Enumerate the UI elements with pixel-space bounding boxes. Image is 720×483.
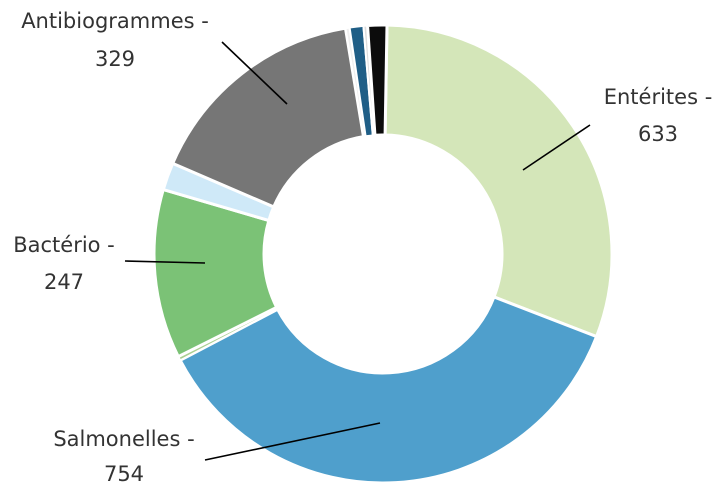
slice-labels: Entérites - 633 Salmonelles - 754 Bactério -… bbox=[13, 9, 712, 483]
leader-line-bact-rio bbox=[124, 260, 206, 264]
label-salmonelles: Salmonelles - bbox=[53, 427, 194, 451]
donut-slices bbox=[152, 23, 614, 483]
slice-unlabeled-9 bbox=[365, 23, 389, 137]
value-label-salmonelles: 754 bbox=[104, 462, 144, 483]
leader-line-antibiogrammes bbox=[221, 41, 288, 105]
value-label-ent-rites: 633 bbox=[638, 122, 678, 146]
leader-line-salmonelles bbox=[204, 422, 381, 461]
label-ent-rites: Entérites - bbox=[604, 85, 713, 109]
label-antibiogrammes: Antibiogrammes - bbox=[21, 9, 209, 33]
slice-ent-rites bbox=[383, 23, 614, 339]
leader-line-ent-rites bbox=[522, 124, 591, 171]
value-label-antibiogrammes: 329 bbox=[95, 47, 135, 71]
slice-salmonelles bbox=[178, 294, 599, 483]
value-label-bact-rio: 247 bbox=[44, 270, 84, 294]
label-bact-rio: Bactério - bbox=[13, 233, 115, 257]
leader-lines bbox=[124, 41, 591, 461]
slice-antibiogrammes bbox=[170, 26, 366, 209]
